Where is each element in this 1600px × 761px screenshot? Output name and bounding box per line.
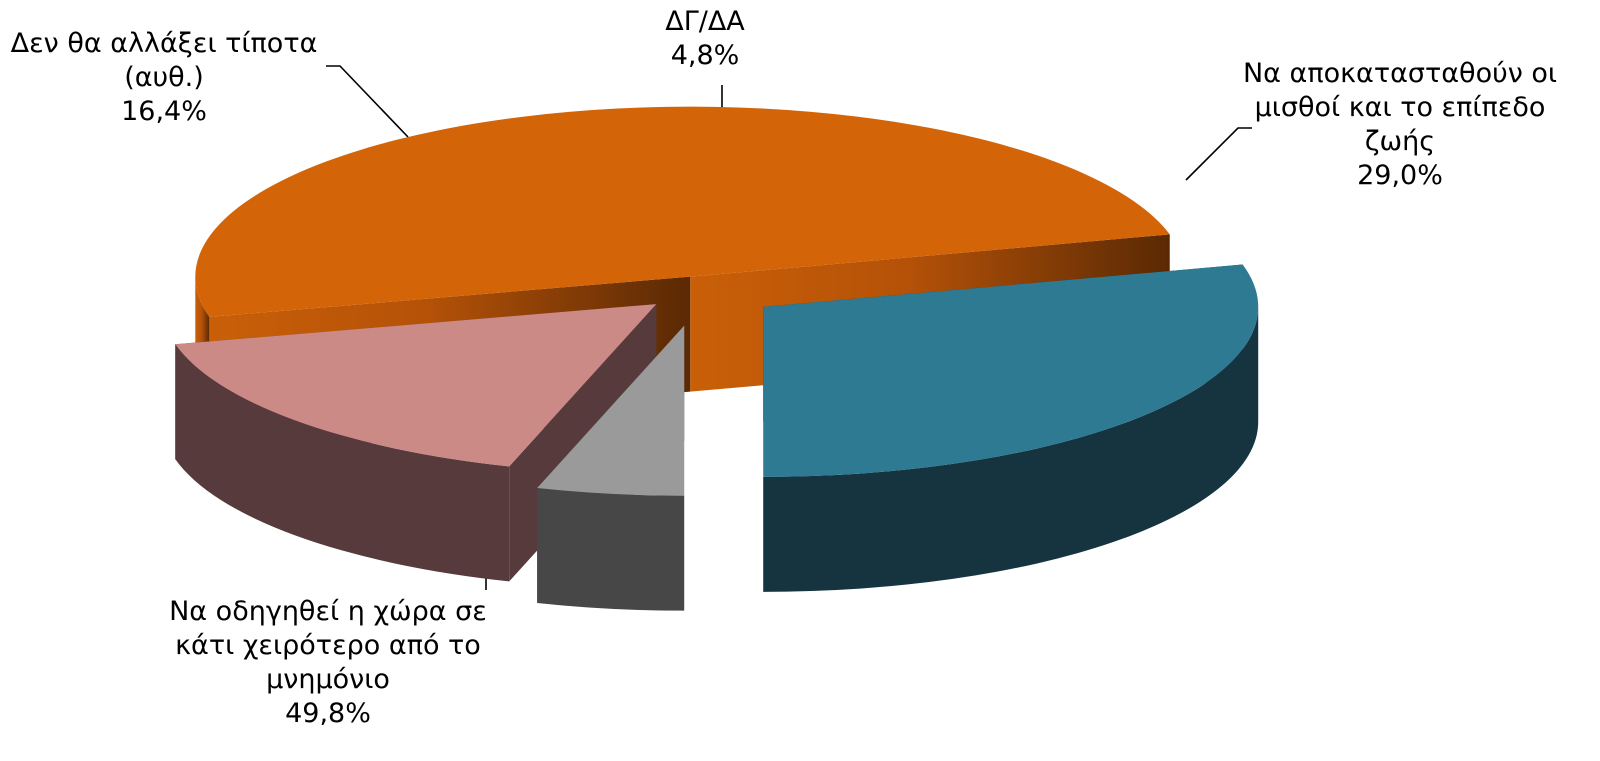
- slice-labels: Να αποκατασταθούν οι μισθοί και το επίπεδ…: [11, 6, 1557, 729]
- slice-label: Να αποκατασταθούν οι μισθοί και το επίπεδ…: [1243, 58, 1557, 191]
- slice-label-line: Να αποκατασταθούν οι: [1243, 58, 1557, 89]
- slice-label: Να οδηγηθεί η χώρα σε κάτι χειρότερο από …: [169, 596, 487, 729]
- slice-outer-wall: [175, 344, 510, 582]
- slice-top: [763, 264, 1259, 477]
- slice-label-line: Να οδηγηθεί η χώρα σε: [169, 596, 487, 627]
- slice-value-label: 29,0%: [1357, 160, 1443, 191]
- pie-slices: [175, 106, 1259, 611]
- pie-slice: [763, 264, 1259, 592]
- slice-value-label: 16,4%: [121, 96, 207, 127]
- slice-label-line: (αυθ.): [124, 62, 204, 93]
- slice-label: ΔΓ/ΔΑ 4,8%: [665, 6, 745, 71]
- slice-label-line: Δεν θα αλλάξει τίποτα: [11, 28, 318, 59]
- slice-outer-wall: [763, 306, 1259, 592]
- slice-label-line: μισθοί και το επίπεδο: [1255, 92, 1546, 123]
- pie-slice: [537, 325, 685, 611]
- leader-line: [1185, 127, 1252, 181]
- slice-value-label: 4,8%: [671, 40, 740, 71]
- slice-top: [195, 106, 1170, 317]
- slice-label: Δεν θα αλλάξει τίποτα (αυθ.) 16,4%: [11, 28, 318, 127]
- slice-top: [537, 325, 685, 496]
- slice-value-label: 49,8%: [285, 698, 371, 729]
- leader-line: [326, 65, 409, 138]
- slice-label-line: ΔΓ/ΔΑ: [665, 6, 745, 37]
- slice-label-line: μνημόνιο: [266, 664, 390, 695]
- slice-outer-wall: [537, 487, 685, 611]
- slice-label-line: κάτι χειρότερο από το: [175, 630, 481, 661]
- slice-label-line: ζωής: [1365, 126, 1435, 157]
- slice-top: [175, 304, 657, 467]
